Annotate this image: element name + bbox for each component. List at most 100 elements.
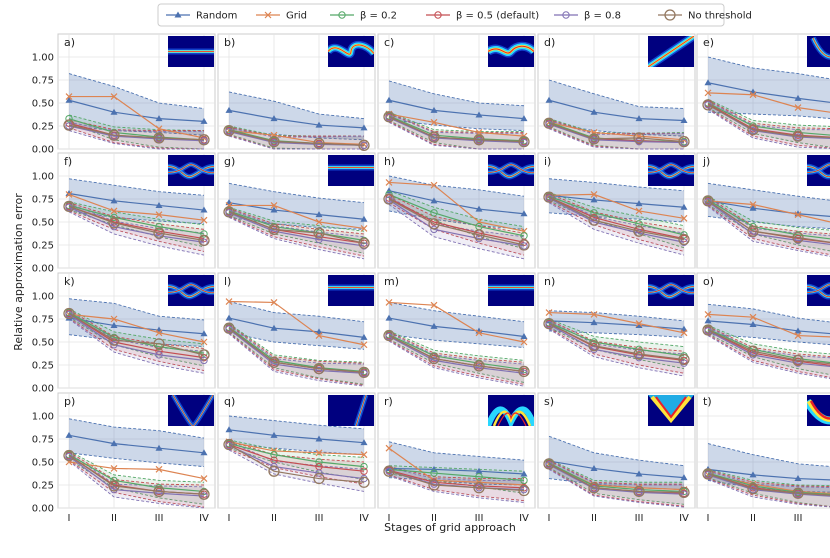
nt-point bbox=[383, 111, 395, 123]
b02-point bbox=[200, 487, 208, 496]
random-band-edge bbox=[228, 415, 365, 430]
b08-point bbox=[225, 325, 233, 333]
b08-point bbox=[315, 469, 323, 477]
random-band-edge bbox=[228, 332, 365, 350]
nt-point bbox=[543, 117, 555, 129]
inset-peak bbox=[648, 164, 694, 174]
nt-point bbox=[428, 218, 440, 230]
inset-peak bbox=[809, 400, 830, 420]
inset-peak bbox=[168, 164, 214, 174]
nt-point bbox=[792, 354, 804, 367]
grid-point bbox=[360, 451, 368, 459]
b02-band bbox=[549, 192, 684, 248]
nt-point bbox=[223, 206, 235, 218]
b02-band-edge bbox=[548, 192, 685, 227]
grid-line bbox=[388, 181, 525, 232]
grid-point bbox=[270, 202, 278, 209]
grid-line bbox=[68, 461, 205, 480]
b08-band-edge bbox=[707, 335, 830, 379]
inset-image bbox=[488, 155, 534, 186]
panel-e: e) bbox=[696, 33, 830, 150]
b08-line bbox=[68, 455, 205, 497]
grid-line bbox=[548, 311, 685, 334]
b08-point bbox=[270, 138, 278, 147]
grid-line bbox=[228, 130, 365, 145]
b05-band-edge bbox=[68, 210, 205, 252]
b08-point bbox=[520, 242, 528, 250]
y-tick-label: 0.50 bbox=[32, 218, 54, 229]
nt-line bbox=[228, 130, 365, 146]
b08-point bbox=[155, 135, 163, 143]
panel-j: j) bbox=[696, 152, 830, 269]
nt-point bbox=[747, 345, 759, 357]
inset-image bbox=[488, 275, 534, 306]
nt-point bbox=[543, 458, 555, 470]
b08-point bbox=[65, 310, 73, 319]
nt-point bbox=[702, 324, 714, 336]
inset-image bbox=[648, 155, 694, 186]
random-line bbox=[68, 192, 205, 211]
b05-band-edge bbox=[228, 324, 365, 364]
random-band-edge bbox=[68, 73, 205, 109]
panel-o: o) bbox=[696, 272, 830, 389]
b05-band-edge bbox=[707, 325, 830, 358]
inset-core bbox=[650, 395, 692, 424]
random-point bbox=[680, 474, 688, 481]
random-point bbox=[110, 440, 118, 447]
grid-point bbox=[635, 207, 643, 215]
b02-band-edge bbox=[548, 458, 684, 483]
panel-label: e) bbox=[703, 36, 714, 49]
nt-line bbox=[548, 463, 685, 493]
y-tick-label: 0.00 bbox=[32, 264, 54, 275]
nt-point bbox=[268, 223, 280, 236]
b08-band-edge bbox=[548, 328, 685, 377]
random-point bbox=[680, 325, 688, 332]
b05-band bbox=[389, 331, 524, 385]
b08-band bbox=[69, 203, 204, 256]
random-band bbox=[389, 302, 524, 348]
nt-point bbox=[108, 217, 120, 229]
b08-band bbox=[69, 310, 204, 374]
b05-band bbox=[229, 208, 364, 257]
panel-a: 0.00 0.25 0.50 0.75 1.00 a) bbox=[32, 33, 216, 156]
y-tick-label: 0.25 bbox=[32, 241, 54, 252]
panel-b: b) bbox=[217, 33, 376, 151]
inset-peak bbox=[648, 284, 694, 294]
b02-line bbox=[68, 454, 205, 493]
grid-line bbox=[707, 313, 830, 338]
nt-line bbox=[388, 198, 525, 246]
random-point bbox=[315, 211, 323, 218]
panel-l: l) bbox=[217, 272, 376, 389]
random-band bbox=[229, 416, 364, 455]
b02-line bbox=[68, 204, 205, 235]
b08-point bbox=[385, 332, 393, 341]
grid-point bbox=[794, 104, 802, 112]
random-point bbox=[155, 115, 163, 122]
nt-line bbox=[388, 470, 525, 492]
random-band-edge bbox=[707, 303, 830, 323]
nt-point bbox=[63, 449, 75, 462]
b02-line bbox=[548, 195, 685, 236]
panel-frame bbox=[217, 152, 376, 269]
b05-point bbox=[360, 467, 368, 475]
b08-point bbox=[704, 198, 712, 206]
random-point bbox=[430, 197, 438, 204]
b05-band-edge bbox=[388, 339, 525, 385]
b05-band-edge bbox=[228, 332, 365, 386]
x-tick-label: III bbox=[794, 513, 803, 524]
random-point bbox=[270, 206, 278, 213]
inset-image bbox=[807, 36, 830, 67]
legend-marker bbox=[174, 11, 182, 18]
b05-band-edge bbox=[68, 127, 205, 150]
x-tick-label: IV bbox=[679, 513, 689, 524]
inset-image bbox=[328, 275, 374, 306]
b05-band-edge bbox=[707, 196, 830, 235]
nt-point bbox=[428, 131, 440, 143]
b08-band-edge bbox=[388, 204, 525, 260]
random-point bbox=[360, 333, 368, 340]
b08-line bbox=[228, 212, 365, 247]
b08-point bbox=[520, 485, 528, 494]
b02-band-edge bbox=[388, 330, 525, 361]
b02-point bbox=[200, 230, 208, 238]
random-point bbox=[270, 115, 278, 122]
